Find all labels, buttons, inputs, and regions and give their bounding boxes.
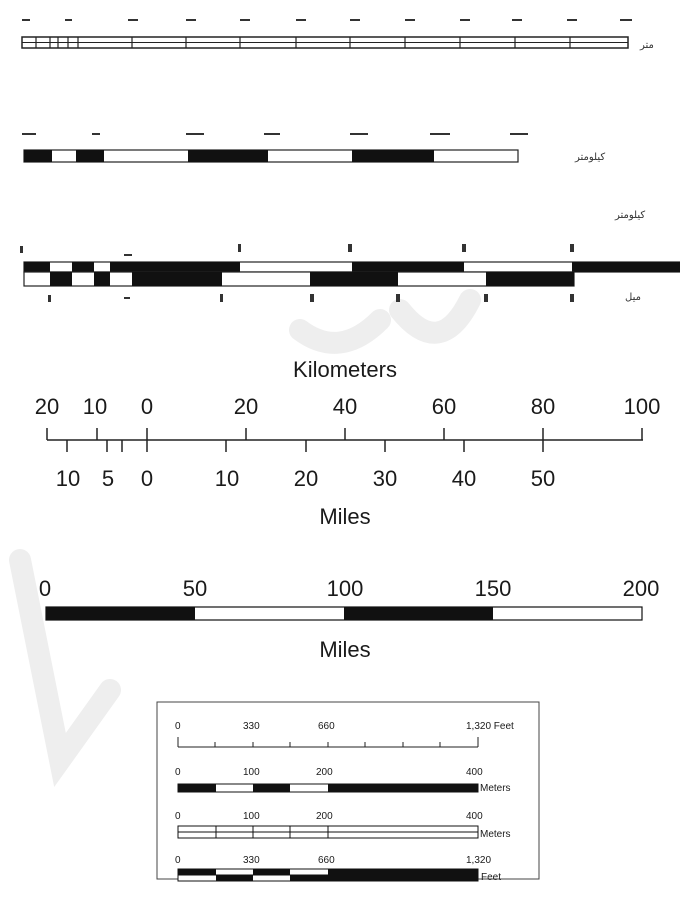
mile-tick-label: 20 <box>294 466 318 491</box>
km-tick-label: 10 <box>83 394 107 419</box>
row4-tick-label: 330 <box>243 855 260 866</box>
watermark <box>9 289 481 788</box>
row1-tick-label: 330 <box>243 721 260 732</box>
row2-tick-label: 200 <box>316 767 333 778</box>
scanned-scale-bar-1: متر <box>21 19 654 51</box>
alt-segment-black <box>344 607 493 620</box>
mile-tick-label: 50 <box>531 466 555 491</box>
mile-tick-label: 0 <box>141 466 153 491</box>
scanned-scale-bar-2: كيلومتر <box>22 133 605 163</box>
box-row-2: 0 100 200 400 Meters <box>175 767 511 794</box>
km-tick-label: 20 <box>234 394 258 419</box>
row3-tick-label: 200 <box>316 811 333 822</box>
row4-tick-label: 660 <box>318 855 335 866</box>
alt-tick-label: 0 <box>39 576 51 601</box>
mile-tick-labels: 10 5 0 10 20 30 40 50 <box>56 466 555 491</box>
row2-tick-label: 100 <box>243 767 260 778</box>
bar3-top-unit-label: كيلومتر <box>614 210 645 221</box>
box-row-4: 0 330 660 1,320 Feet <box>175 855 501 883</box>
km-tick-label: 80 <box>531 394 555 419</box>
mile-tick-label: 30 <box>373 466 397 491</box>
boxed-scale-set: 0 330 660 1,320 Feet 0 100 200 400 Meter <box>156 701 540 883</box>
km-tick-labels: 20 10 0 20 40 60 80 100 <box>35 394 661 419</box>
mile-tick-label: 10 <box>215 466 239 491</box>
km-tick-label: 100 <box>624 394 661 419</box>
row1-tick-label: 1,320 Feet <box>466 721 514 732</box>
alt-tick-label: 50 <box>183 576 207 601</box>
box-row-3: 0 100 200 400 Meters <box>175 811 511 840</box>
bar3-tick-glyphs-bottom <box>48 294 574 302</box>
bar1-unit-label: متر <box>639 40 654 51</box>
row3-unit-label: Meters <box>480 829 511 840</box>
km-miles-scale: Kilometers 20 10 0 20 40 60 80 100 10 5 <box>35 357 661 529</box>
km-tick-label: 60 <box>432 394 456 419</box>
mile-tick-label: 40 <box>452 466 476 491</box>
box-row-1: 0 330 660 1,320 Feet <box>175 721 514 748</box>
km-tick-label: 20 <box>35 394 59 419</box>
row1-tick-label: 660 <box>318 721 335 732</box>
mile-tick-label: 5 <box>102 466 114 491</box>
km-tick-label: 40 <box>333 394 357 419</box>
alt-segment-black <box>46 607 195 620</box>
bar3-tick-glyphs-top <box>20 244 574 256</box>
bar2-unit-label: كيلومتر <box>574 152 605 163</box>
row3-tick-label: 0 <box>175 811 181 822</box>
km-title: Kilometers <box>293 357 397 382</box>
alternating-miles-scale: 0 50 100 150 200 Miles <box>39 576 659 662</box>
row2-tick-label: 0 <box>175 767 181 778</box>
alt-tick-label: 150 <box>475 576 512 601</box>
km-tick-label: 0 <box>141 394 153 419</box>
row4-unit-label: Feet <box>481 872 501 883</box>
row4-tick-label: 1,320 <box>466 855 491 866</box>
alt-tick-label: 200 <box>623 576 660 601</box>
row2-unit-label: Meters <box>480 783 511 794</box>
alt-tick-labels: 0 50 100 150 200 <box>39 576 659 601</box>
alt-unit-label: Miles <box>319 637 370 662</box>
scanned-scale-bar-3: كيلومتر ميل <box>20 210 680 303</box>
miles-title: Miles <box>319 504 370 529</box>
row1-tick-label: 0 <box>175 721 181 732</box>
row3-tick-label: 100 <box>243 811 260 822</box>
bar3-bottom-unit-label: ميل <box>625 292 641 303</box>
row4-tick-label: 0 <box>175 855 181 866</box>
mile-tick-label: 10 <box>56 466 80 491</box>
km-axis <box>46 428 643 452</box>
row2-tick-label: 400 <box>466 767 483 778</box>
alt-tick-label: 100 <box>327 576 364 601</box>
row3-tick-label: 400 <box>466 811 483 822</box>
